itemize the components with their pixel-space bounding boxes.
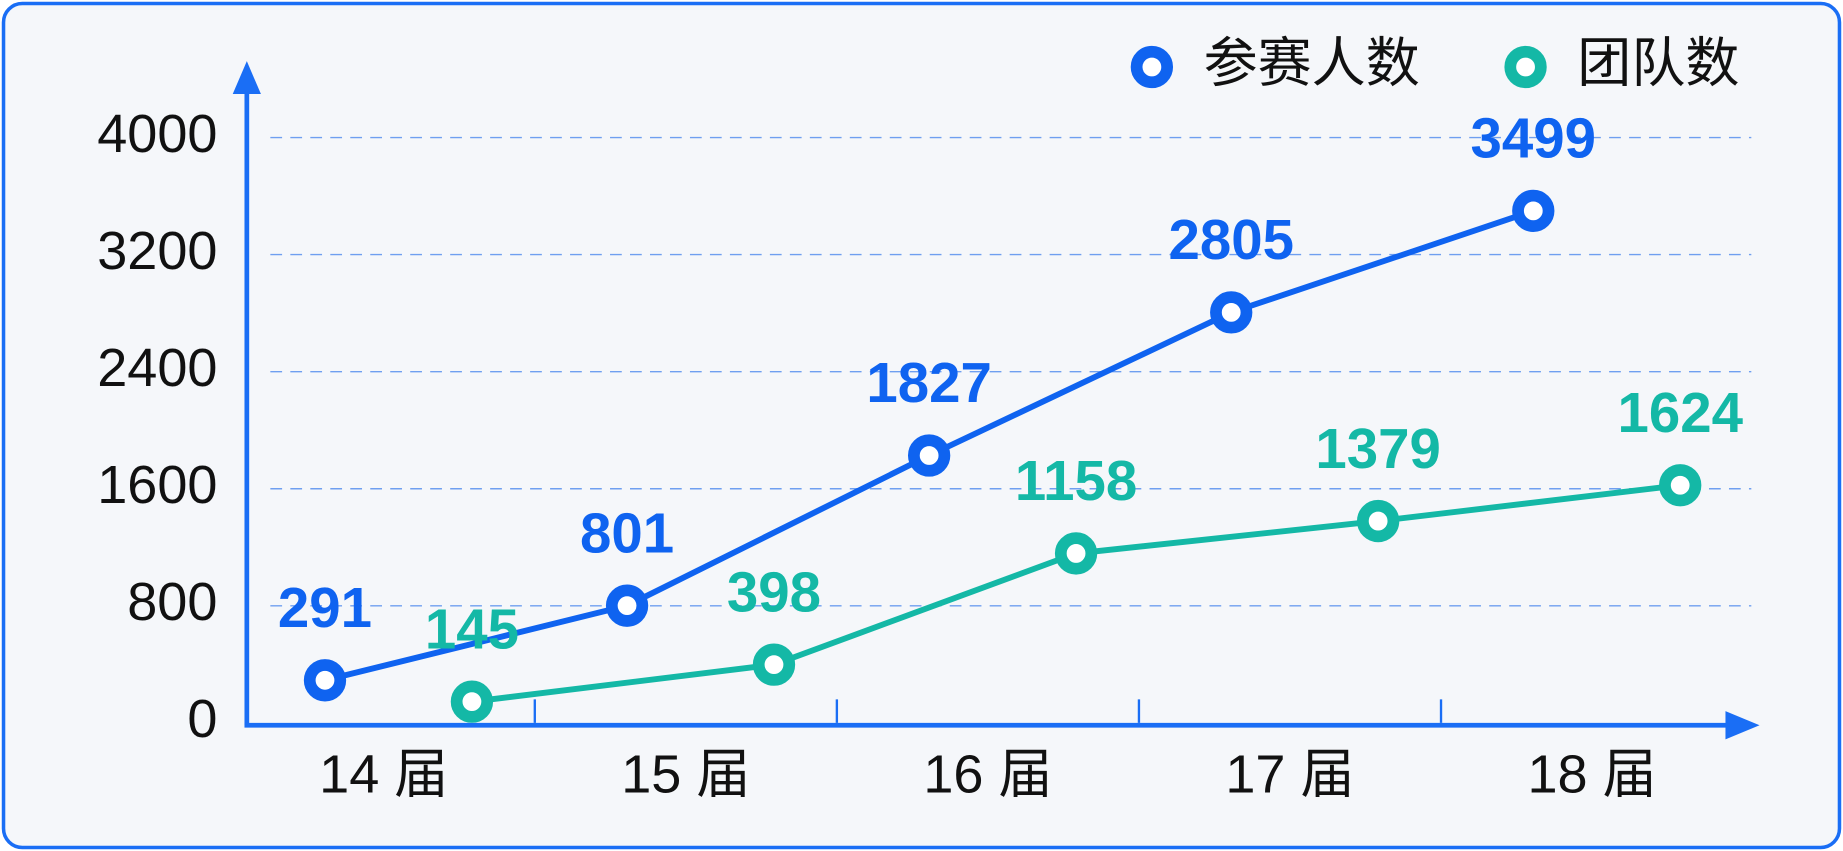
y-tick-label: 4000 [97,104,217,164]
x-tick-label: 14 届 [319,744,448,804]
x-tick-label: 15 届 [621,744,750,804]
data-label: 1158 [1015,449,1137,512]
x-tick-label: 17 届 [1225,744,1354,804]
data-label: 801 [580,501,674,564]
legend-label: 团队数 [1577,33,1739,93]
data-label: 1624 [1617,381,1743,444]
point [1356,499,1400,543]
point [907,434,951,477]
data-label: 1827 [866,351,991,414]
y-tick-label: 0 [187,689,217,749]
y-tick-label: 2400 [97,338,217,398]
point [1659,464,1702,507]
data-label: 1379 [1315,417,1440,480]
point [450,680,494,723]
x-axis-arrow [1725,711,1760,740]
point [1512,189,1555,233]
y-tick-label: 1600 [97,455,217,515]
data-label: 3499 [1471,107,1596,170]
data-label: 398 [727,560,821,623]
point [1210,291,1253,334]
y-axis-arrow [232,61,261,95]
data-label: 291 [278,576,372,639]
y-tick-label: 800 [127,572,217,632]
legend-marker [1504,45,1547,89]
point [303,659,347,702]
point [752,643,796,686]
x-tick-label: 18 届 [1527,744,1656,804]
legend-label: 参赛人数 [1204,33,1420,93]
legend-marker [1130,45,1174,89]
point [605,584,649,627]
data-label: 2805 [1168,208,1293,271]
point [1054,532,1098,575]
data-label: 145 [425,597,519,660]
x-tick-label: 16 届 [923,744,1052,804]
y-tick-label: 3200 [97,221,217,281]
